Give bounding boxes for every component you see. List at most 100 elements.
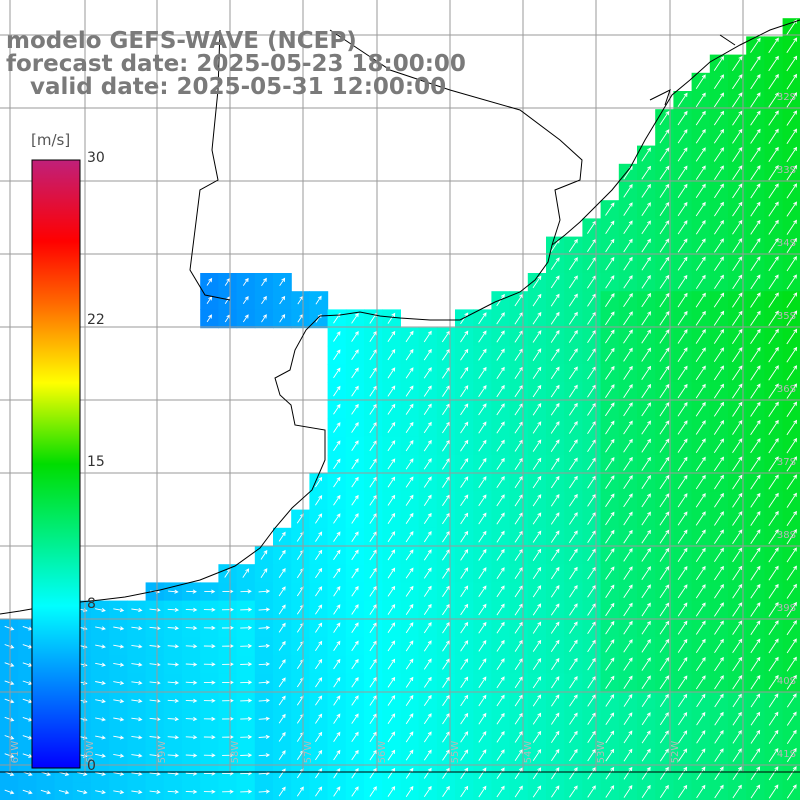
wind-arrow [768,583,779,599]
wind-arrow [605,620,615,635]
wind-arrow [768,711,779,726]
wind-arrow [713,347,725,363]
wind-arrow [551,748,560,762]
wind-arrow [569,621,578,634]
wind-arrow [387,330,396,343]
wind-arrow [478,403,487,416]
wind-arrow [768,602,779,617]
wind-cell [782,782,800,800]
wind-arrow [550,330,560,343]
wind-arrow [460,366,469,379]
wind-arrow [369,713,377,724]
wind-arrow [696,784,706,799]
wind-arrow [333,749,341,761]
wind-arrow [315,586,323,597]
wind-arrow [278,768,286,779]
wind-arrow [641,693,651,707]
wind-arrow [532,767,542,780]
wind-arrow [732,674,743,690]
wind-arrow [514,676,523,689]
wind-arrow [695,474,706,490]
wind-arrow [405,603,414,615]
wind-arrow [387,622,396,634]
wind-arrow [623,311,633,326]
wind-arrow [514,658,523,670]
wind-arrow [695,165,706,180]
wind-arrow [240,589,252,594]
wind-arrow [695,383,706,399]
wind-arrow [351,476,359,488]
wind-arrow [442,731,450,743]
wind-arrow [568,311,578,325]
wind-arrow [387,349,396,361]
wind-arrow [405,476,414,488]
wind-arrow [206,314,213,323]
wind-arrow [732,656,743,672]
wind-arrow [333,640,341,652]
wind-arrow [460,439,469,452]
wind-arrow [278,695,286,706]
wind-arrow [605,712,615,725]
wind-arrow [532,475,542,489]
wind-arrow [222,716,234,721]
wind-arrow [677,310,688,326]
wind-arrow [369,330,377,342]
wind-arrow [387,695,396,706]
wind-arrow [786,110,798,126]
border-line [649,89,671,106]
wind-arrow [279,277,286,287]
wind-arrow [532,658,542,671]
wind-arrow [532,712,542,725]
wind-arrow [714,730,724,744]
wind-arrow [351,513,359,524]
wind-arrow [677,402,688,417]
wind-arrow [750,365,761,381]
wind-arrow [315,768,323,779]
wind-arrow [569,512,578,525]
wind-arrow [240,643,253,649]
wind-arrow [641,438,651,453]
wind-arrow [768,328,779,345]
latitude-label: 35S [777,311,796,322]
wind-arrow [768,565,779,581]
wind-arrow [695,292,706,308]
wind-arrow [623,220,633,235]
wind-arrow [659,274,670,289]
wind-arrow [786,92,798,108]
wind-arrow [131,735,143,740]
wind-arrow [423,658,432,670]
wind-arrow [623,511,633,526]
wind-arrow [659,766,669,780]
wind-arrow [786,693,797,708]
wind-arrow [568,293,578,307]
wind-arrow [351,494,359,506]
wind-arrow [786,383,798,399]
wind-arrow [167,771,180,776]
wind-arrow [478,530,487,543]
wind-arrow [695,201,706,217]
wind-arrow [732,401,743,417]
wind-arrow [623,766,633,780]
wind-arrow [369,640,377,652]
wind-arrow [551,694,560,707]
wind-arrow [203,680,216,685]
wind-arrow [659,620,670,635]
wind-arrow [405,549,414,561]
wind-arrow [149,626,161,631]
wind-arrow [405,494,414,506]
wind-arrow [387,585,396,597]
wind-arrow [732,748,742,762]
wind-arrow [460,348,469,361]
wind-arrow [478,457,487,470]
wind-arrow [623,184,633,198]
wind-arrow [423,421,432,434]
wind-arrow [131,753,143,758]
wind-arrow [605,785,615,798]
wind-arrow [496,603,505,616]
wind-arrow [677,493,688,508]
wind-arrow [258,662,271,667]
wind-arrow [351,312,359,324]
wind-arrow [750,328,761,345]
wind-arrow [460,621,469,634]
wind-arrow [423,585,432,597]
